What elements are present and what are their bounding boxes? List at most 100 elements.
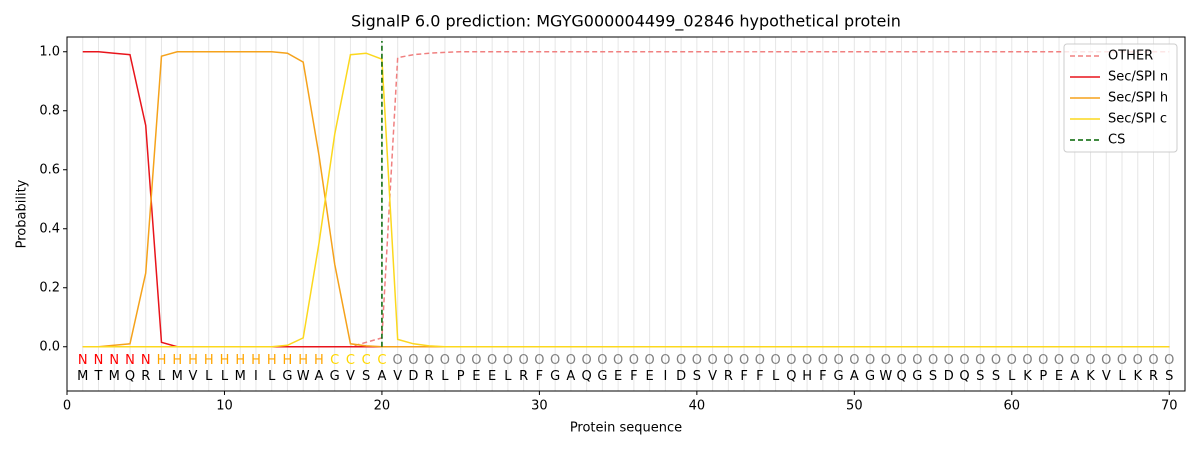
residue: L [772, 369, 780, 384]
residue: W [879, 369, 892, 384]
region-label: O [802, 353, 812, 368]
x-tick-label: 0 [63, 399, 71, 414]
residue: F [630, 369, 637, 384]
residue: G [282, 369, 292, 384]
residue: E [1055, 369, 1063, 384]
residue: S [1165, 369, 1173, 384]
region-label: O [676, 353, 686, 368]
region-label: O [1164, 353, 1174, 368]
residue: V [189, 369, 198, 384]
residue: L [205, 369, 213, 384]
residue: F [819, 369, 826, 384]
region-label: N [94, 353, 104, 368]
region-label: H [235, 353, 245, 368]
region-label: O [1070, 353, 1080, 368]
legend-box [1063, 43, 1178, 153]
region-label: O [1101, 353, 1111, 368]
x-tick-label: 50 [846, 399, 863, 414]
region-label: O [487, 353, 497, 368]
x-axis-label: Protein sequence [570, 421, 682, 436]
residue: A [566, 369, 575, 384]
x-tick-label: 20 [374, 399, 391, 414]
x-tick-label: 40 [689, 399, 706, 414]
residue: E [472, 369, 480, 384]
region-label: C [377, 353, 386, 368]
residue: G [834, 369, 844, 384]
y-tick-label: 0.0 [39, 339, 60, 354]
residue: A [314, 369, 323, 384]
region-label: C [362, 353, 371, 368]
region-label: H [157, 353, 167, 368]
residue: K [1023, 369, 1032, 384]
residue: R [724, 369, 733, 384]
residue: R [519, 369, 528, 384]
region-label: O [408, 353, 418, 368]
chart-title: SignalP 6.0 prediction: MGYG000004499_02… [351, 12, 901, 32]
region-label: H [267, 353, 277, 368]
region-label: O [723, 353, 733, 368]
residue: Q [959, 369, 969, 384]
region-label: N [141, 353, 151, 368]
residue: F [536, 369, 543, 384]
residue: Q [582, 369, 592, 384]
region-label: O [865, 353, 875, 368]
residue: L [158, 369, 166, 384]
residue: R [1149, 369, 1158, 384]
residue: M [77, 369, 88, 384]
residue: P [1039, 369, 1047, 384]
region-label: O [629, 353, 639, 368]
region-label: O [566, 353, 576, 368]
residue: A [1070, 369, 1079, 384]
region-label: O [645, 353, 655, 368]
region-label: O [739, 353, 749, 368]
residue: Q [125, 369, 135, 384]
region-label: O [1022, 353, 1032, 368]
region-label: O [613, 353, 623, 368]
region-label: O [1007, 353, 1017, 368]
region-label: N [78, 353, 88, 368]
region-label: O [660, 353, 670, 368]
residue: L [441, 369, 449, 384]
residue: S [929, 369, 937, 384]
region-label: O [912, 353, 922, 368]
residue: V [1102, 369, 1111, 384]
residue: M [172, 369, 183, 384]
region-label: O [786, 353, 796, 368]
region-label: O [944, 353, 954, 368]
region-label: O [519, 353, 529, 368]
residue: V [708, 369, 717, 384]
residue: S [362, 369, 370, 384]
residue: F [740, 369, 747, 384]
y-tick-label: 0.2 [39, 280, 60, 295]
residue: L [504, 369, 512, 384]
region-label: N [125, 353, 135, 368]
region-label: O [849, 353, 859, 368]
region-label: C [346, 353, 355, 368]
residue: L [1008, 369, 1016, 384]
legend-label: Sec/SPI c [1108, 112, 1167, 127]
region-label: O [1085, 353, 1095, 368]
residue: P [457, 369, 465, 384]
region-label: O [818, 353, 828, 368]
legend-label: Sec/SPI h [1108, 91, 1168, 106]
residue: L [221, 369, 229, 384]
residue: S [693, 369, 701, 384]
region-label: O [1117, 353, 1127, 368]
region-label: O [881, 353, 891, 368]
region-label: O [597, 353, 607, 368]
region-label: O [833, 353, 843, 368]
residue: G [550, 369, 560, 384]
series-line [82, 51, 1170, 348]
region-label: O [707, 353, 717, 368]
region-label: O [928, 353, 938, 368]
residue: A [377, 369, 386, 384]
residue: R [425, 369, 434, 384]
residue: D [944, 369, 954, 384]
region-label: O [456, 353, 466, 368]
region-label: O [424, 353, 434, 368]
residue: T [94, 369, 103, 384]
series-line [82, 52, 1170, 348]
x-tick-label: 10 [216, 399, 233, 414]
legend-label: OTHER [1108, 49, 1153, 64]
